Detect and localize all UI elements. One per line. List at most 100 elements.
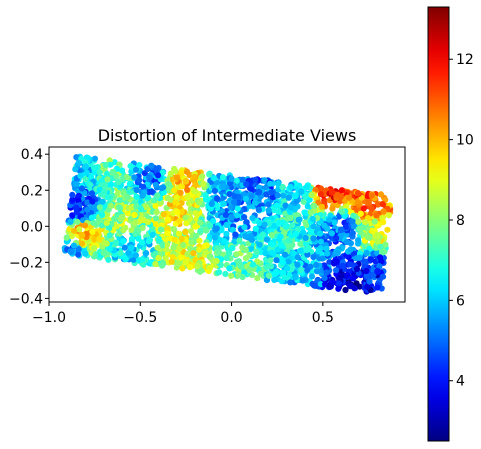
data-point <box>173 208 181 216</box>
scatter-point <box>363 267 370 275</box>
scatter-point <box>196 246 203 253</box>
scatter-point <box>303 247 310 254</box>
scatter-point <box>121 244 128 251</box>
scatter-point <box>268 249 275 256</box>
scatter-point <box>112 239 119 246</box>
scatter-point <box>231 238 238 245</box>
scatter-point <box>328 230 335 237</box>
axes-frame <box>48 146 406 303</box>
y-tick-label: 0.0 <box>21 219 43 235</box>
scatter-point <box>139 256 146 263</box>
scatter-point <box>127 163 134 170</box>
scatter-point <box>322 281 329 288</box>
scatter-point <box>96 236 103 243</box>
scatter-point <box>274 192 281 199</box>
scatter-point <box>256 219 263 226</box>
scatter-point <box>319 255 326 262</box>
scatter-point <box>154 244 161 251</box>
scatter-point <box>106 225 113 232</box>
scatter-point <box>152 215 160 222</box>
scatter-point <box>350 275 357 282</box>
scatter-point <box>164 230 171 237</box>
colorbar-tick-label: 4 <box>456 374 465 390</box>
scatter-point <box>104 194 111 201</box>
data-point <box>118 213 126 221</box>
scatter-point <box>206 264 214 272</box>
scatter-point <box>154 192 161 199</box>
data-point <box>228 213 236 221</box>
scatter-point <box>265 207 272 214</box>
scatter-point <box>72 166 79 173</box>
scatter-point <box>190 250 197 257</box>
scatter-point <box>203 227 210 234</box>
scatter-point <box>89 228 96 235</box>
scatter-point <box>317 238 325 245</box>
data-point <box>292 192 299 200</box>
scatter-point <box>368 204 375 212</box>
scatter-point <box>178 235 185 242</box>
scatter-point <box>324 250 331 257</box>
scatter-point <box>126 180 133 187</box>
scatter-point <box>208 200 215 208</box>
scatter-point <box>184 194 191 201</box>
scatter-point <box>335 285 342 292</box>
scatter-point <box>357 210 364 217</box>
data-point <box>346 282 354 290</box>
scatter-point <box>67 218 74 225</box>
scatter-point <box>233 212 240 219</box>
scatter-point <box>243 181 250 188</box>
scatter-point <box>287 208 294 215</box>
scatter-point <box>253 248 260 255</box>
scatter-point <box>287 183 294 191</box>
scatter-point <box>312 186 319 193</box>
data-point <box>182 258 190 266</box>
scatter-point <box>263 191 270 198</box>
scatter-point <box>172 199 179 206</box>
scatter-point <box>102 161 109 169</box>
scatter-point <box>307 228 314 235</box>
scatter-point <box>77 172 84 179</box>
scatter-point <box>137 206 145 213</box>
scatter-point <box>246 251 253 259</box>
scatter-point <box>329 279 336 286</box>
scatter-point <box>103 219 110 227</box>
scatter-point <box>175 230 183 237</box>
scatter-point <box>242 195 249 202</box>
scatter-point <box>106 232 113 239</box>
scatter-point <box>334 250 341 257</box>
scatter-point <box>75 246 82 253</box>
data-point <box>146 174 153 182</box>
scatter-point <box>344 272 351 279</box>
data-point <box>73 204 80 212</box>
scatter-point <box>374 201 381 208</box>
scatter-point <box>273 257 280 264</box>
scatter-point <box>188 239 195 246</box>
scatter-point <box>68 233 75 240</box>
scatter-point <box>300 198 307 205</box>
colorbar-tick-label: 8 <box>456 213 465 229</box>
scatter-point <box>128 227 135 234</box>
scatter-point <box>295 216 302 223</box>
scatter-point <box>63 234 70 241</box>
scatter-point <box>197 219 204 226</box>
scatter-point <box>84 199 91 206</box>
y-axis-ticks: −0.4 −0.2 0.0 0.2 0.4 <box>9 147 49 307</box>
scatter-point <box>177 189 184 196</box>
scatter-point <box>287 279 294 286</box>
scatter-point <box>75 192 82 199</box>
scatter-point <box>350 212 357 219</box>
scatter-point <box>223 255 230 262</box>
scatter-point <box>338 208 345 215</box>
scatter-point <box>310 235 317 242</box>
scatter-point <box>159 169 166 176</box>
scatter-point <box>313 261 320 268</box>
scatter-point <box>285 215 292 222</box>
scatter-point <box>231 193 238 200</box>
scatter-point <box>106 245 113 252</box>
scatter-point <box>192 233 199 240</box>
data-point <box>219 183 226 191</box>
scatter-point <box>226 191 233 198</box>
scatter-point <box>280 269 287 276</box>
scatter-point <box>211 187 218 194</box>
scatter-point <box>145 218 152 225</box>
